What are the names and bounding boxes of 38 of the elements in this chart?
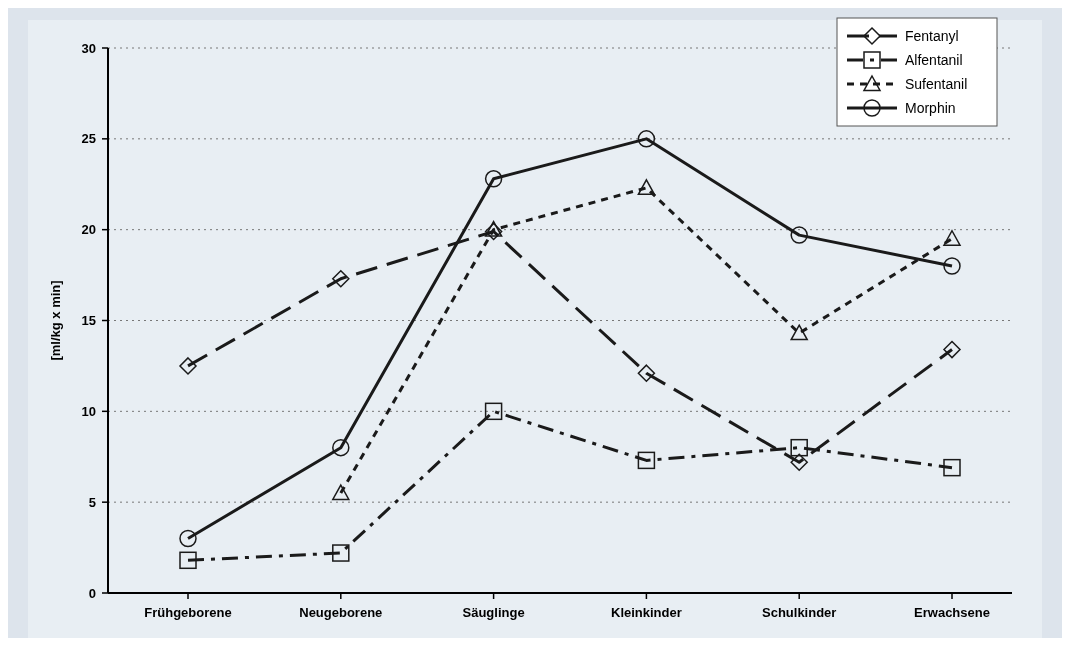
point [943,230,961,246]
y-tick-label: 10 [81,403,96,419]
x-tick-label: Frühgeborene [144,605,232,620]
point [637,179,656,196]
legend-label: Fentanyl [905,27,959,44]
x-tick-label: Säuglinge [462,605,525,620]
point [790,438,808,457]
point [943,458,961,477]
point [943,340,961,359]
point [332,484,350,501]
x-tick-label: Neugeborene [299,605,383,620]
point [637,451,656,470]
point [790,226,808,244]
x-tick-label: Erwachsene [914,605,990,620]
y-tick-label: 30 [81,40,96,56]
y-tick-label: 20 [81,222,96,238]
point [332,438,350,457]
point [332,269,350,288]
point [179,529,197,548]
y-axis-title: [ml/kg x min] [48,280,63,361]
point [943,257,961,275]
legend-label: Morphin [905,99,956,116]
point [484,220,503,237]
y-tick-label: 25 [81,131,96,147]
legend-label: Sufentanil [905,75,968,92]
point [484,402,503,421]
point [637,130,656,148]
legend-label: Alfentanil [905,51,963,68]
y-tick-label: 0 [88,585,96,601]
y-tick-label: 15 [81,313,96,329]
point [484,170,503,188]
point [637,364,656,382]
point [790,324,808,341]
point [332,544,350,562]
x-tick-label: Schulkinder [761,605,837,620]
point [179,551,197,570]
y-tick-label: 5 [88,494,96,510]
x-tick-label: Kleinkinder [611,605,682,620]
